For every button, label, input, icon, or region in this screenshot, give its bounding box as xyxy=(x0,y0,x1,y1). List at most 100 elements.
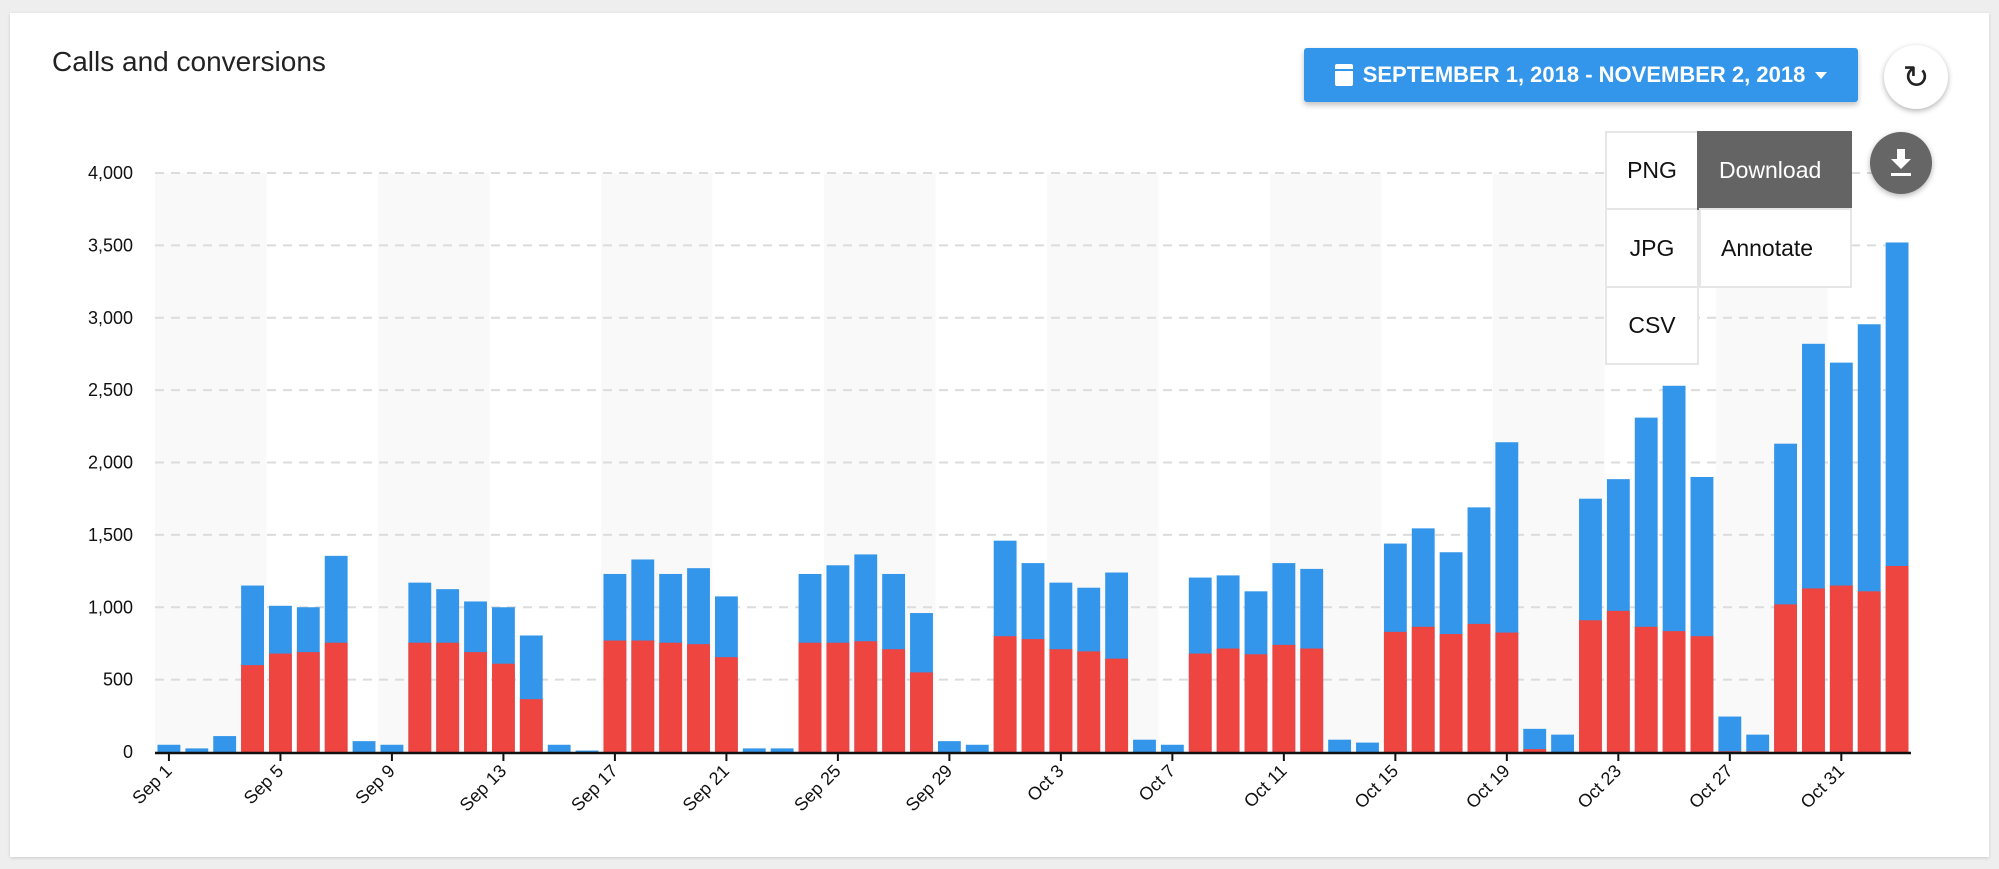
bar-conversions xyxy=(1579,620,1602,752)
bar-calls xyxy=(185,748,209,752)
bar-conversions xyxy=(519,699,543,752)
x-tick-label: Sep 1 xyxy=(128,761,175,808)
x-tick-label: Oct 11 xyxy=(1240,761,1291,812)
x-tick-label: Oct 27 xyxy=(1685,761,1737,813)
bar-calls xyxy=(742,748,766,752)
bar-conversions xyxy=(1746,751,1770,752)
bar-calls xyxy=(1328,739,1352,752)
x-tick-label: Oct 3 xyxy=(1023,761,1068,806)
bar-conversions xyxy=(1718,751,1742,752)
bar-conversions xyxy=(491,663,515,752)
x-tick-label: Sep 25 xyxy=(790,761,844,815)
download-fab-button[interactable] xyxy=(1870,132,1932,194)
bar-calls xyxy=(1523,728,1547,752)
menu-csv[interactable]: CSV xyxy=(1605,286,1699,365)
y-tick-label: 500 xyxy=(103,670,133,690)
bar-conversions xyxy=(687,644,710,752)
menu-annotate[interactable]: Annotate xyxy=(1699,208,1852,288)
chevron-down-icon xyxy=(1815,71,1828,79)
bar-calls xyxy=(1746,734,1770,752)
bar-conversions xyxy=(1188,653,1212,752)
bar-conversions xyxy=(1049,649,1073,752)
y-tick-label: 3,500 xyxy=(88,235,133,255)
x-tick-label: Oct 31 xyxy=(1797,761,1849,813)
x-tick-label: Oct 19 xyxy=(1462,761,1514,813)
y-tick-label: 2,000 xyxy=(88,453,133,473)
bar-conversions xyxy=(854,641,878,752)
bar-conversions xyxy=(1857,591,1881,752)
y-tick-label: 3,000 xyxy=(88,308,133,328)
x-tick-label: Oct 23 xyxy=(1574,761,1626,813)
bar-conversions xyxy=(1467,623,1491,752)
bar-conversions xyxy=(241,665,264,752)
bar-conversions xyxy=(1662,631,1686,752)
bar-calls xyxy=(547,744,571,752)
bar-conversions xyxy=(1411,626,1435,752)
bar-conversions xyxy=(603,640,627,752)
bar-calls xyxy=(965,744,989,752)
bar-calls xyxy=(352,741,376,752)
date-range-button[interactable]: SEPTEMBER 1, 2018 - NOVEMBER 2, 2018 xyxy=(1304,48,1858,102)
menu-download[interactable]: Download xyxy=(1697,131,1852,210)
menu-png[interactable]: PNG xyxy=(1605,131,1699,210)
y-tick-label: 4,000 xyxy=(88,163,133,183)
bar-conversions xyxy=(1634,626,1658,752)
bar-conversions xyxy=(1077,651,1101,752)
bar-conversions xyxy=(714,657,738,752)
bar-conversions xyxy=(882,649,906,752)
y-tick-label: 2,500 xyxy=(88,380,133,400)
bar-calls xyxy=(575,750,599,752)
bar-conversions xyxy=(1216,648,1240,752)
menu-jpg[interactable]: JPG xyxy=(1605,208,1699,288)
y-tick-label: 0 xyxy=(123,742,133,762)
bar-conversions xyxy=(1021,639,1045,752)
bar-conversions xyxy=(1885,565,1909,752)
bar-calls xyxy=(937,741,961,752)
x-tick-label: Sep 29 xyxy=(902,761,956,815)
bar-conversions xyxy=(1272,644,1296,752)
bar-calls xyxy=(157,744,181,752)
bar-calls xyxy=(1718,716,1742,752)
bar-calls xyxy=(1133,739,1156,752)
chart-title: Calls and conversions xyxy=(52,46,326,77)
x-tick-label: Sep 5 xyxy=(240,761,287,808)
bar-conversions xyxy=(910,672,933,752)
x-tick-label: Oct 7 xyxy=(1135,761,1180,806)
x-tick-label: Sep 13 xyxy=(456,761,510,815)
bar-conversions xyxy=(993,636,1017,752)
refresh-button[interactable]: ↻ xyxy=(1884,45,1948,109)
bar-calls xyxy=(380,744,404,752)
bar-conversions xyxy=(826,642,850,752)
bar-conversions xyxy=(1300,648,1324,752)
bar-conversions xyxy=(464,652,487,752)
bar-calls xyxy=(1160,744,1184,752)
bar-conversions xyxy=(1105,658,1129,752)
refresh-icon: ↻ xyxy=(1902,59,1930,95)
bar-conversions xyxy=(1439,634,1463,752)
bar-conversions xyxy=(1383,631,1407,752)
bar-conversions xyxy=(631,640,655,752)
x-tick-label: Sep 21 xyxy=(679,761,733,815)
bar-calls xyxy=(1551,734,1575,752)
x-tick-label: Oct 15 xyxy=(1351,761,1403,813)
bar-calls xyxy=(1356,742,1379,752)
bar-conversions xyxy=(408,642,432,752)
y-tick-label: 1,500 xyxy=(88,525,133,545)
date-range-label: SEPTEMBER 1, 2018 - NOVEMBER 2, 2018 xyxy=(1362,62,1806,87)
bar-conversions xyxy=(1829,585,1853,752)
bar-conversions xyxy=(436,642,460,752)
x-tick-label: Sep 9 xyxy=(351,761,398,808)
calendar-icon xyxy=(1334,64,1353,86)
bar-conversions xyxy=(296,652,320,752)
bar-conversions xyxy=(1244,654,1268,752)
bar-conversions xyxy=(1774,604,1797,752)
bar-conversions xyxy=(1523,749,1547,752)
bar-conversions xyxy=(1606,610,1630,752)
bar-conversions xyxy=(324,642,348,752)
download-icon xyxy=(1891,149,1911,176)
x-tick-label: Sep 17 xyxy=(567,761,621,815)
bar-conversions xyxy=(659,642,683,752)
y-tick-label: 1,000 xyxy=(88,597,133,617)
bar-calls xyxy=(213,736,237,752)
